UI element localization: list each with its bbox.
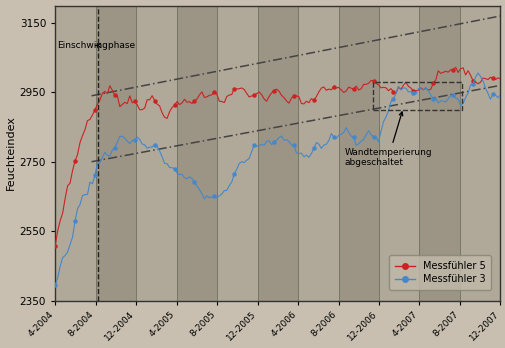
Messfühler 3 (104, 153, 110, 157)
Bar (257, 6, 297, 301)
Messfühler 5 (221, 101, 227, 105)
Bar (459, 6, 499, 301)
Messfühler 5 (144, 98, 150, 102)
Bar (217, 6, 257, 301)
Bar (338, 6, 378, 301)
Bar (95, 6, 136, 301)
Messfühler 3 (144, 146, 150, 150)
Bar (297, 6, 338, 301)
Bar (136, 6, 176, 301)
Messfühler 3 (447, 94, 453, 98)
Messfühler 5 (496, 77, 502, 81)
Messfühler 5 (447, 68, 453, 72)
Bar (419, 6, 459, 301)
Messfühler 5 (452, 65, 458, 69)
Y-axis label: Feuchteindex: Feuchteindex (6, 116, 16, 190)
Messfühler 3 (52, 283, 58, 287)
Messfühler 3 (484, 92, 490, 96)
Messfühler 3 (496, 93, 502, 97)
Bar (176, 6, 217, 301)
Messfühler 3 (60, 255, 66, 260)
Bar (378, 6, 419, 301)
Line: Messfühler 3: Messfühler 3 (54, 71, 501, 287)
Messfühler 5 (52, 244, 58, 248)
Messfühler 3 (221, 189, 227, 193)
Text: Einschwingphase: Einschwingphase (57, 41, 135, 50)
Legend: Messfühler 5, Messfühler 3: Messfühler 5, Messfühler 3 (389, 255, 490, 290)
Messfühler 3 (474, 71, 480, 75)
Messfühler 5 (484, 78, 490, 82)
Messfühler 5 (104, 92, 110, 96)
Messfühler 5 (60, 211, 66, 215)
Text: Wandtemperierung
abgeschaltet: Wandtemperierung abgeschaltet (344, 112, 431, 167)
Bar (372, 82, 461, 110)
Bar (55, 6, 95, 301)
Line: Messfühler 5: Messfühler 5 (54, 66, 501, 247)
